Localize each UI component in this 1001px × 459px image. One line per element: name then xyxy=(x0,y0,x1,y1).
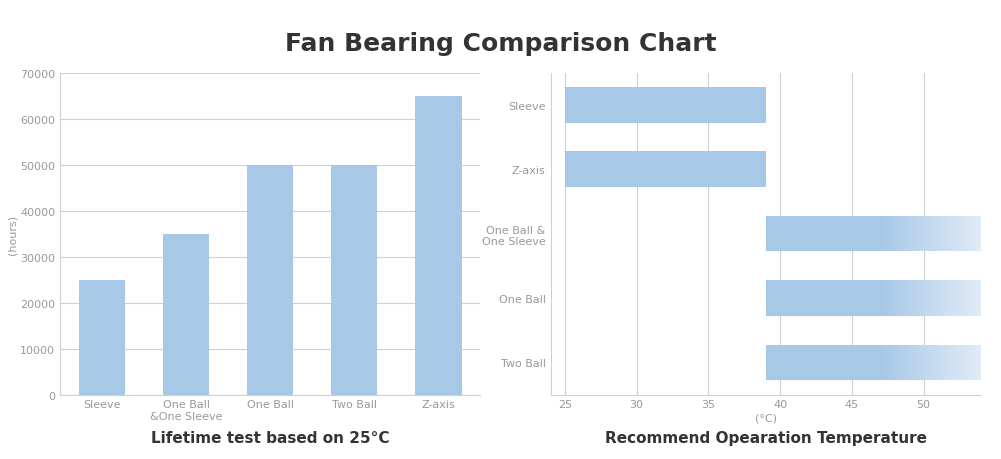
Bar xyxy=(247,165,293,395)
X-axis label: (°C): (°C) xyxy=(755,412,777,422)
Y-axis label: (hours): (hours) xyxy=(7,214,17,254)
Bar xyxy=(565,152,766,187)
Bar xyxy=(766,280,981,316)
Text: Recommend Opearation Temperature: Recommend Opearation Temperature xyxy=(605,430,927,445)
Bar xyxy=(163,234,209,395)
Bar xyxy=(766,216,981,252)
Bar xyxy=(331,165,377,395)
Bar xyxy=(565,88,766,123)
Bar xyxy=(415,96,461,395)
Bar xyxy=(766,345,981,380)
Bar xyxy=(79,280,125,395)
Text: Lifetime test based on 25°C: Lifetime test based on 25°C xyxy=(151,430,389,445)
Text: Fan Bearing Comparison Chart: Fan Bearing Comparison Chart xyxy=(284,32,717,56)
